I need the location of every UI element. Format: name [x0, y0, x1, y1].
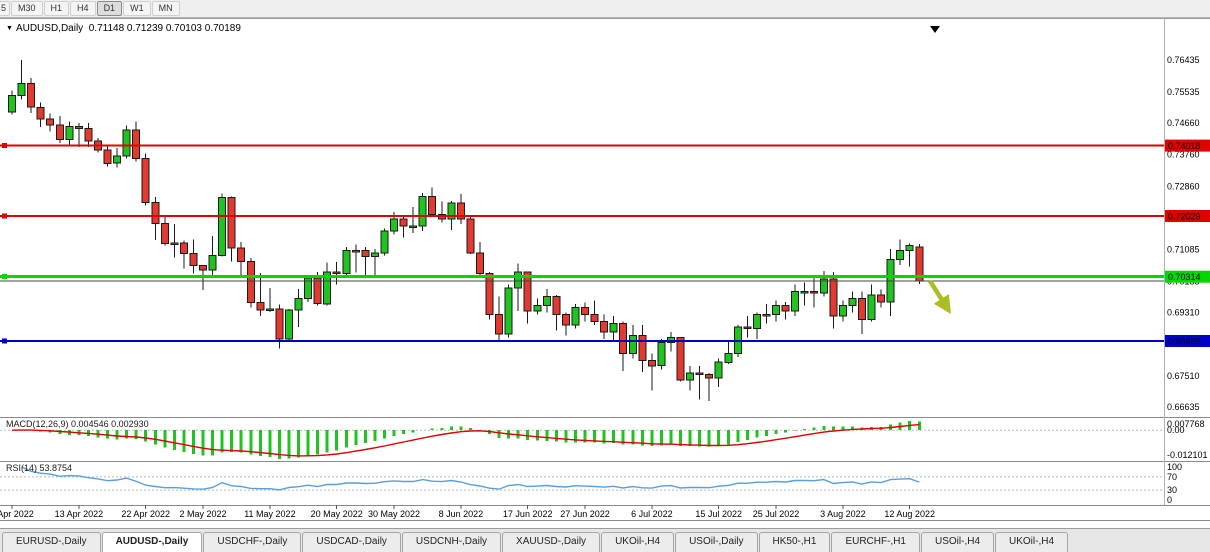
chart-window[interactable]: 0.76435 0.75535 0.74660 0.73760 0.72860 0.710…: [0, 18, 1210, 528]
tab-eurchf-h1[interactable]: EURCHF-,H1: [831, 532, 920, 552]
svg-text:0.72029: 0.72029: [1168, 212, 1201, 222]
symbol-tabbar: EURUSD-,Daily AUDUSD-,Daily USDCHF-,Daily U…: [0, 528, 1210, 552]
svg-text:15 Jul 2022: 15 Jul 2022: [695, 509, 742, 519]
tab-usdchf-daily[interactable]: USDCHF-,Daily: [203, 532, 302, 552]
tab-xauusd-daily[interactable]: XAUUSD-,Daily: [502, 532, 601, 552]
svg-text:11 May 2022: 11 May 2022: [244, 509, 295, 519]
tab-ukoil-h4[interactable]: UKOil-,H4: [995, 532, 1069, 552]
horizontal-lines-group[interactable]: [0, 143, 1164, 344]
svg-text:0.67510: 0.67510: [1167, 371, 1200, 381]
tab-usoil-h4[interactable]: USOil-,H4: [921, 532, 995, 552]
svg-text:4 Apr 2022: 4 Apr 2022: [0, 509, 34, 519]
svg-text:0.70314: 0.70314: [1168, 272, 1201, 282]
svg-text:8 Jun 2022: 8 Jun 2022: [439, 509, 484, 519]
tab-usdcad-daily[interactable]: USDCAD-,Daily: [302, 532, 401, 552]
tab-usoil-daily[interactable]: USOil-,Daily: [675, 532, 758, 552]
tab-ukoil-h4[interactable]: UKOil-,H4: [601, 532, 675, 552]
date-axis: 4 Apr 2022 13 Apr 2022 22 Apr 2022 2 May 20…: [0, 505, 935, 519]
svg-text:17 Jun 2022: 17 Jun 2022: [503, 509, 553, 519]
hline-handle[interactable]: [2, 274, 7, 280]
sell-arrow-annotation[interactable]: [928, 279, 951, 315]
timeframe-button-d1[interactable]: D1: [96, 1, 123, 16]
svg-text:13 Apr 2022: 13 Apr 2022: [55, 509, 104, 519]
timeframe-button-w1[interactable]: W1: [123, 1, 151, 16]
svg-text:12 Aug 2022: 12 Aug 2022: [884, 509, 935, 519]
hline-handle[interactable]: [2, 143, 7, 149]
svg-text:100: 100: [1167, 462, 1182, 472]
timeframe-button-mn[interactable]: MN: [151, 1, 180, 16]
timeframe-button-h1[interactable]: H1: [43, 1, 70, 16]
tab-usdcnh-daily[interactable]: USDCNH-,Daily: [401, 532, 502, 552]
svg-text:0.00: 0.00: [1167, 425, 1185, 435]
svg-text:22 Apr 2022: 22 Apr 2022: [121, 509, 170, 519]
price-tags-group: 0.74018 0.72029 0.70314 0.68499: [1165, 139, 1210, 347]
tab-eurusd-daily[interactable]: EURUSD-,Daily: [2, 532, 101, 552]
svg-text:0.73760: 0.73760: [1167, 150, 1200, 160]
price-tag: [1165, 210, 1210, 222]
svg-text:3 Aug 2022: 3 Aug 2022: [820, 509, 866, 519]
svg-text:2 May 2022: 2 May 2022: [179, 509, 226, 519]
svg-text:0.68499: 0.68499: [1168, 337, 1201, 347]
svg-text:0.72860: 0.72860: [1167, 182, 1200, 192]
svg-text:0.66635: 0.66635: [1167, 402, 1200, 412]
timeframe-button-m30[interactable]: M30: [11, 1, 43, 16]
price-tag: [1165, 139, 1210, 152]
svg-text:0: 0: [1167, 495, 1172, 505]
svg-text:0.71085: 0.71085: [1167, 244, 1200, 254]
svg-text:20 May 2022: 20 May 2022: [311, 509, 363, 519]
tab-hk50-h1[interactable]: HK50-,H1: [758, 532, 831, 552]
timeframe-button-5[interactable]: 5: [0, 1, 11, 16]
svg-text:0.75535: 0.75535: [1167, 87, 1200, 97]
timeframe-button-h4[interactable]: H4: [70, 1, 96, 16]
hline-handle[interactable]: [2, 213, 7, 219]
svg-text:27 Jun 2022: 27 Jun 2022: [560, 509, 610, 519]
svg-text:-0.012101: -0.012101: [1167, 450, 1208, 460]
svg-text:6 Jul 2022: 6 Jul 2022: [631, 509, 673, 519]
macd-signal-line: [11, 423, 920, 457]
hline-handle[interactable]: [2, 338, 7, 344]
chart-canvas[interactable]: 0.76435 0.75535 0.74660 0.73760 0.72860 0.710…: [0, 18, 1210, 528]
price-tag: [1165, 270, 1210, 283]
svg-text:70: 70: [1167, 472, 1177, 482]
svg-text:0.76435: 0.76435: [1167, 55, 1200, 65]
timeframe-toolbar: 5 M30 H1 H4 D1 W1 MN: [0, 0, 1210, 18]
tab-audusd-daily[interactable]: AUDUSD-,Daily: [101, 532, 203, 552]
svg-text:0.74018: 0.74018: [1168, 141, 1201, 151]
svg-text:0.69310: 0.69310: [1167, 307, 1200, 317]
svg-text:30: 30: [1167, 485, 1177, 495]
svg-text:0.74660: 0.74660: [1167, 118, 1200, 128]
price-tag: [1165, 335, 1210, 347]
svg-text:0.007768: 0.007768: [1167, 419, 1205, 429]
top-triangle-marker[interactable]: [930, 26, 940, 33]
rsi-line: [21, 466, 920, 491]
svg-text:25 Jul 2022: 25 Jul 2022: [753, 509, 800, 519]
svg-text:30 May 2022: 30 May 2022: [368, 509, 420, 519]
